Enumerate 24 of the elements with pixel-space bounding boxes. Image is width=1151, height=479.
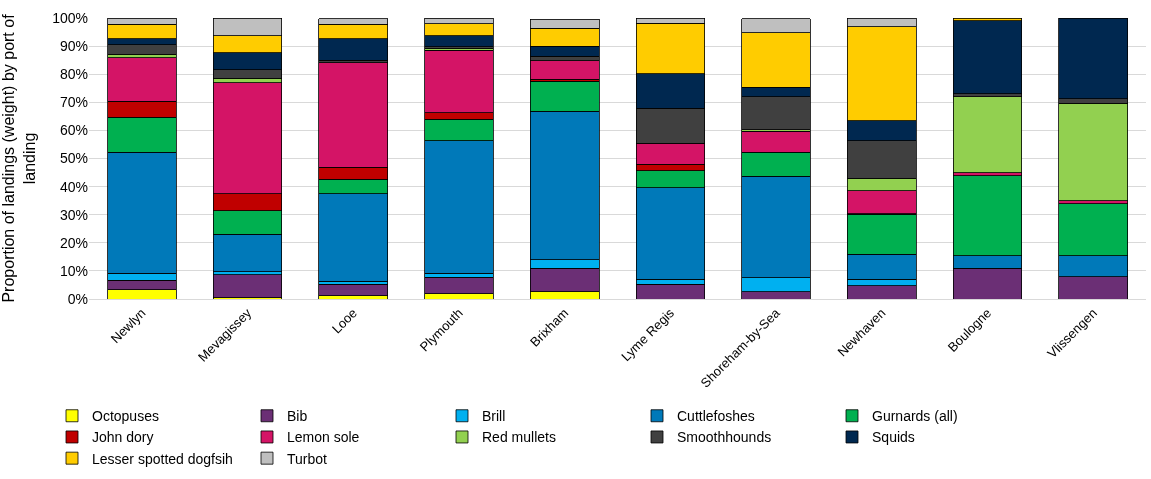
y-tick-label: 20% [59, 234, 88, 251]
legend-label: Red mullets [482, 429, 556, 446]
y-axis-title: Proportion of landings (weight) by port of landing [0, 13, 38, 303]
legend-label: Brill [482, 408, 506, 425]
legend-label: Turbot [287, 450, 328, 467]
y-tick-label: 90% [59, 38, 88, 54]
legend-label: Octopuses [92, 408, 159, 425]
y-tick-label: 10% [59, 262, 88, 279]
legend-label: Smoothhounds [677, 429, 772, 446]
y-tick-label: 70% [59, 94, 88, 111]
y-tick-label: 60% [59, 122, 88, 139]
legend-label: John dory [92, 429, 154, 446]
legend-label: Lemon sole [287, 429, 360, 446]
y-tick-label: 30% [59, 206, 88, 223]
legend-label: Squids [872, 429, 915, 446]
y-tick-label: 0% [67, 290, 88, 307]
y-tick-label: 100% [52, 9, 88, 26]
y-tick-label: 80% [59, 66, 88, 83]
y-tick-label: 50% [59, 150, 88, 167]
legend-label: Lesser spotted dogfsih [92, 450, 233, 467]
legend-label: Bib [287, 408, 308, 425]
legend-label: Gurnards (all) [872, 408, 958, 425]
y-tick-label: 40% [59, 178, 88, 195]
legend-label: Cuttlefoshes [677, 408, 755, 425]
